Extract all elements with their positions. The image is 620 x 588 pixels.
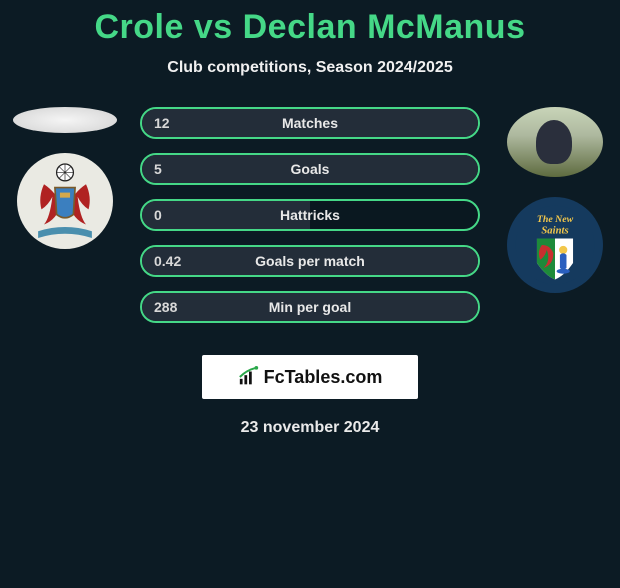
stat-row: 0.42Goals per match [140,245,480,277]
page-title: Crole vs Declan McManus [0,8,620,47]
date-line: 23 november 2024 [0,419,620,437]
player-photo-left [13,107,117,133]
chart-icon [238,366,260,388]
club-badge-right: The New Saints [507,197,603,293]
stat-label: Goals [142,161,478,177]
club-crest-left-icon [23,159,107,243]
stat-row: 5Goals [140,153,480,185]
stat-label: Matches [142,115,478,131]
stat-row: 288Min per goal [140,291,480,323]
branding-badge[interactable]: FcTables.com [202,355,418,399]
stat-bars: 12Matches 5Goals 0Hattricks 0.42Goals per m… [140,107,480,337]
stat-label: Goals per match [142,253,478,269]
stat-label: Hattricks [142,207,478,223]
left-column [0,107,130,249]
branding-text: FcTables.com [264,367,383,388]
svg-text:Saints: Saints [541,226,568,237]
subtitle: Club competitions, Season 2024/2025 [0,59,620,77]
club-crest-right-icon: The New Saints [514,204,596,286]
stat-label: Min per goal [142,299,478,315]
right-column: The New Saints [490,107,620,293]
player-photo-right [507,107,603,177]
svg-text:The New: The New [537,214,574,225]
stat-row: 0Hattricks [140,199,480,231]
comparison-area: The New Saints 12Matches 5Goals 0Hattricks… [0,107,620,347]
club-badge-left [17,153,113,249]
stat-row: 12Matches [140,107,480,139]
